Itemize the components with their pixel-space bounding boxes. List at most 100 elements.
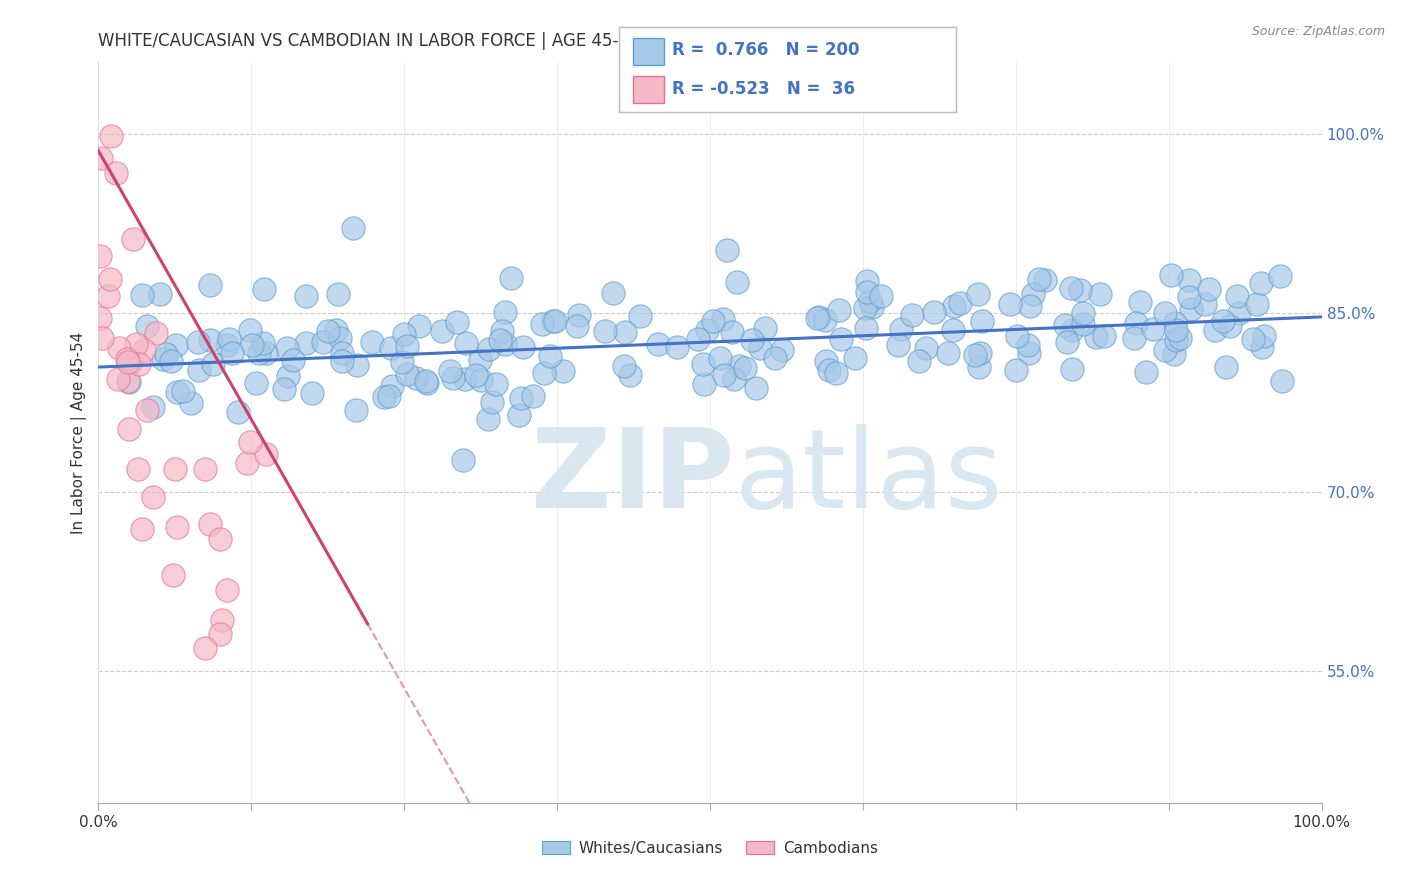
Point (1246, 297, 1268, 311)
Point (215, 337, 238, 351)
Point (1166, 333, 1188, 347)
Point (120, 355, 142, 369)
Point (844, 351, 866, 365)
Point (825, 366, 848, 380)
Point (159, 354, 181, 368)
Point (221, 346, 243, 360)
Point (969, 346, 991, 360)
Point (477, 412, 499, 426)
Point (405, 370, 427, 384)
Point (1180, 302, 1202, 317)
Point (860, 300, 883, 314)
Point (328, 286, 350, 301)
Point (1204, 323, 1226, 337)
Text: ZIP: ZIP (531, 424, 734, 531)
Point (855, 321, 877, 335)
Point (441, 371, 464, 385)
Point (1142, 322, 1164, 336)
Point (501, 271, 523, 285)
Point (901, 309, 924, 323)
Point (1250, 340, 1272, 354)
Point (155, 347, 177, 361)
Point (568, 309, 591, 323)
Point (716, 244, 738, 258)
Point (709, 351, 731, 365)
Point (855, 301, 877, 316)
Point (395, 339, 418, 353)
Point (745, 381, 768, 395)
Point (98, 272, 121, 286)
Point (226, 405, 249, 419)
Point (142, 490, 165, 504)
Point (380, 342, 402, 356)
Point (734, 361, 756, 376)
Point (273, 383, 295, 397)
Point (602, 285, 624, 300)
Point (252, 336, 274, 351)
Point (316, 324, 339, 338)
Point (972, 314, 994, 328)
Point (1092, 329, 1115, 343)
Point (396, 367, 419, 381)
Point (136, 319, 159, 334)
Point (942, 323, 965, 337)
Point (149, 286, 172, 301)
Point (470, 373, 492, 387)
Point (907, 353, 929, 368)
Point (392, 327, 415, 342)
Point (512, 340, 534, 354)
Point (1241, 333, 1264, 347)
Point (152, 351, 174, 366)
Point (702, 314, 724, 328)
Point (619, 368, 641, 382)
Point (239, 323, 262, 337)
Point (470, 352, 492, 367)
Point (938, 346, 960, 360)
Point (949, 295, 972, 310)
Point (538, 349, 561, 363)
Point (686, 332, 709, 346)
Point (1166, 323, 1188, 337)
Point (277, 368, 299, 383)
Point (236, 456, 259, 470)
Point (465, 368, 488, 382)
Point (90, 151, 112, 165)
Point (1215, 359, 1237, 374)
Point (723, 372, 745, 386)
Point (741, 333, 763, 347)
Point (180, 396, 202, 410)
Point (1168, 331, 1191, 345)
Point (361, 334, 384, 349)
Point (198, 333, 221, 347)
Point (301, 385, 323, 400)
Point (478, 342, 501, 356)
Point (1018, 346, 1040, 360)
Point (1060, 362, 1083, 376)
Point (117, 355, 139, 369)
Point (430, 324, 453, 338)
Point (200, 278, 222, 293)
Point (1085, 329, 1108, 343)
Point (890, 322, 912, 336)
Point (115, 352, 138, 367)
Point (145, 326, 167, 340)
Point (1122, 330, 1144, 344)
Point (451, 453, 474, 467)
Point (510, 391, 533, 405)
Point (728, 359, 751, 373)
Point (342, 220, 364, 235)
Point (696, 323, 718, 337)
Point (1017, 338, 1039, 352)
Point (142, 400, 165, 414)
Point (172, 384, 194, 399)
Point (194, 640, 217, 655)
Point (763, 351, 786, 366)
Point (522, 389, 544, 403)
Point (89, 249, 111, 263)
Point (565, 319, 588, 334)
Point (1073, 318, 1095, 332)
Point (254, 346, 277, 360)
Point (373, 390, 395, 404)
Point (828, 302, 851, 317)
Point (1005, 362, 1028, 376)
